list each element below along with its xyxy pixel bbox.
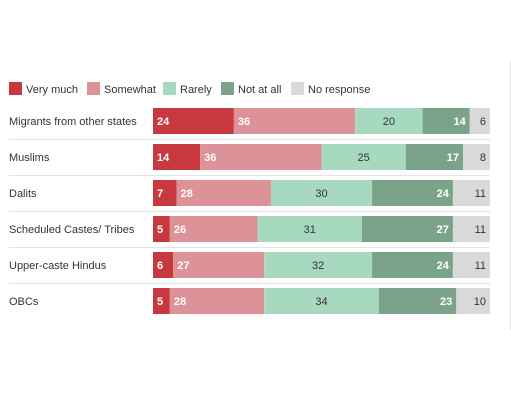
bar-segment-somewhat [233, 108, 356, 134]
data-label-not-at-all: 24 [437, 260, 450, 272]
data-label-rarely: 30 [315, 188, 327, 200]
bar-segment-very-much [153, 216, 170, 242]
bar-row: OBCs 5 28 34 23 10 [9, 288, 490, 314]
bar-segment-rarely [257, 216, 362, 242]
data-label-rarely: 25 [358, 152, 370, 164]
data-label-very-much: 5 [157, 224, 163, 236]
data-label-no-response: 6 [480, 116, 486, 128]
chart-rows: Migrants from other states 24 36 20 14 6 Musli… [9, 108, 490, 314]
category-label: Dalits [9, 188, 37, 200]
bar-segment-somewhat [169, 288, 265, 314]
data-label-very-much: 6 [157, 260, 163, 272]
category-label: Upper-caste Hindus [9, 260, 107, 272]
bar-segment-rarely [264, 288, 379, 314]
data-label-rarely: 20 [383, 116, 395, 128]
bar-segment-very-much [153, 144, 201, 170]
data-label-somewhat: 36 [238, 116, 250, 128]
data-label-somewhat: 28 [174, 296, 186, 308]
bar-segment-not-at-all [361, 216, 453, 242]
bar-segment-very-much [153, 252, 174, 278]
bar-segment-rarely [270, 180, 373, 206]
data-label-not-at-all: 27 [437, 224, 449, 236]
legend-label-somewhat: Somewhat [104, 84, 156, 96]
bar-segment-not-at-all [378, 288, 457, 314]
bar-segment-not-at-all [372, 252, 453, 278]
category-label: Muslims [9, 152, 50, 164]
category-label: Scheduled Castes/ Tribes [9, 224, 135, 236]
legend-label-rarely: Rarely [180, 84, 212, 96]
bar-row: Migrants from other states 24 36 20 14 6 [9, 108, 490, 140]
bar-segment-not-at-all [372, 180, 453, 206]
bar-segment-very-much [153, 288, 170, 314]
data-label-somewhat: 26 [174, 224, 186, 236]
bar-segment-no-response [469, 108, 490, 134]
bar-segment-somewhat [169, 216, 258, 242]
data-label-not-at-all: 23 [440, 296, 452, 308]
data-label-not-at-all: 24 [437, 188, 450, 200]
data-label-not-at-all: 14 [454, 116, 467, 128]
bar-segment-somewhat [173, 252, 265, 278]
data-label-no-response: 11 [475, 188, 486, 200]
data-label-no-response: 10 [474, 296, 486, 308]
bar-segment-no-response [463, 144, 490, 170]
bar-segment-rarely [321, 144, 406, 170]
legend-label-not-at-all: Not at all [238, 84, 281, 96]
data-label-no-response: 8 [480, 152, 486, 164]
data-label-very-much: 24 [157, 116, 170, 128]
bar-segment-no-response [452, 216, 490, 242]
legend-swatch-rarely [163, 82, 176, 95]
bar-segment-very-much [153, 108, 234, 134]
legend-swatch-not-at-all [221, 82, 234, 95]
legend-label-very-much: Very much [26, 84, 78, 96]
data-label-very-much: 5 [157, 296, 163, 308]
data-label-no-response: 11 [475, 260, 486, 272]
legend-swatch-no-response [291, 82, 304, 95]
bar-segment-somewhat [176, 180, 271, 206]
category-label: OBCs [9, 296, 39, 308]
data-label-rarely: 32 [312, 260, 324, 272]
data-label-somewhat: 36 [204, 152, 216, 164]
bar-row: Dalits 7 28 30 24 11 [9, 180, 490, 212]
bar-segment-rarely [264, 252, 373, 278]
bar-segment-no-response [452, 252, 490, 278]
bar-segment-no-response [452, 180, 490, 206]
data-label-rarely: 34 [315, 296, 327, 308]
bar-row: Scheduled Castes/ Tribes 5 26 31 27 11 [9, 216, 490, 248]
bar-segment-not-at-all [405, 144, 464, 170]
data-label-very-much: 7 [157, 188, 163, 200]
category-label: Migrants from other states [9, 116, 137, 128]
data-label-rarely: 31 [304, 224, 316, 236]
bar-row: Upper-caste Hindus 6 27 32 24 11 [9, 252, 490, 284]
bar-segment-somewhat [200, 144, 322, 170]
bar-row: Muslims 14 36 25 17 8 [9, 144, 490, 176]
bar-segment-not-at-all [422, 108, 470, 134]
bar-segment-no-response [456, 288, 490, 314]
legend: Very much Somewhat Rarely Not at all No resp… [9, 82, 370, 96]
bar-segment-rarely [355, 108, 423, 134]
data-label-no-response: 11 [475, 224, 486, 236]
legend-swatch-very-much [9, 82, 22, 95]
bar-segment-very-much [153, 180, 177, 206]
data-label-somewhat: 27 [177, 260, 189, 272]
data-label-very-much: 14 [157, 152, 170, 164]
data-label-not-at-all: 17 [447, 152, 459, 164]
data-label-somewhat: 28 [181, 188, 193, 200]
legend-label-no-response: No response [308, 84, 370, 96]
legend-swatch-somewhat [87, 82, 100, 95]
